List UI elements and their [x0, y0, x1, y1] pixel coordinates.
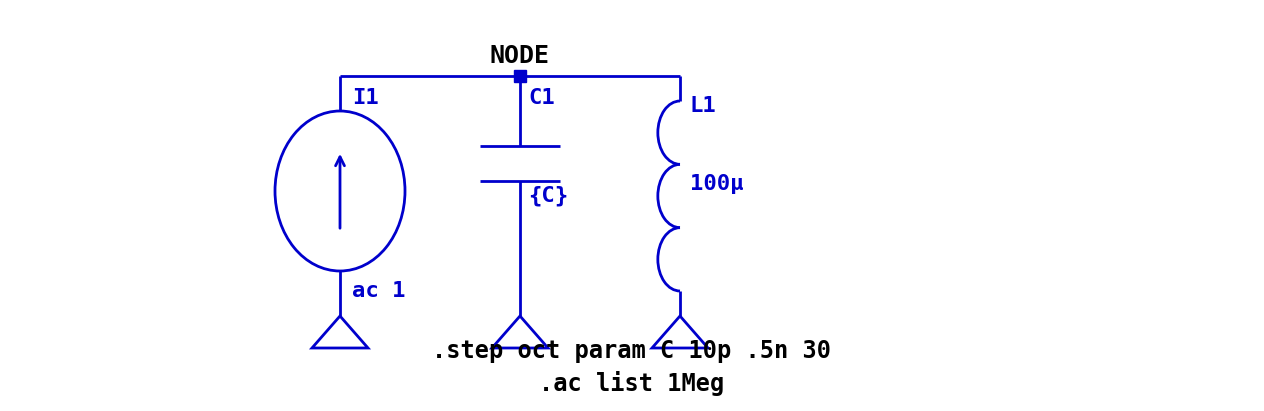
Text: .ac list 1Meg: .ac list 1Meg [540, 371, 724, 396]
Text: C1: C1 [528, 88, 555, 108]
Text: {C}: {C} [528, 186, 568, 206]
Text: .step oct param C 10p .5n 30: .step oct param C 10p .5n 30 [432, 339, 832, 363]
Text: NODE: NODE [490, 44, 550, 68]
Text: ac 1: ac 1 [351, 281, 406, 301]
Text: L1: L1 [690, 96, 717, 116]
Text: 100μ: 100μ [690, 174, 743, 194]
Text: I1: I1 [351, 88, 379, 108]
